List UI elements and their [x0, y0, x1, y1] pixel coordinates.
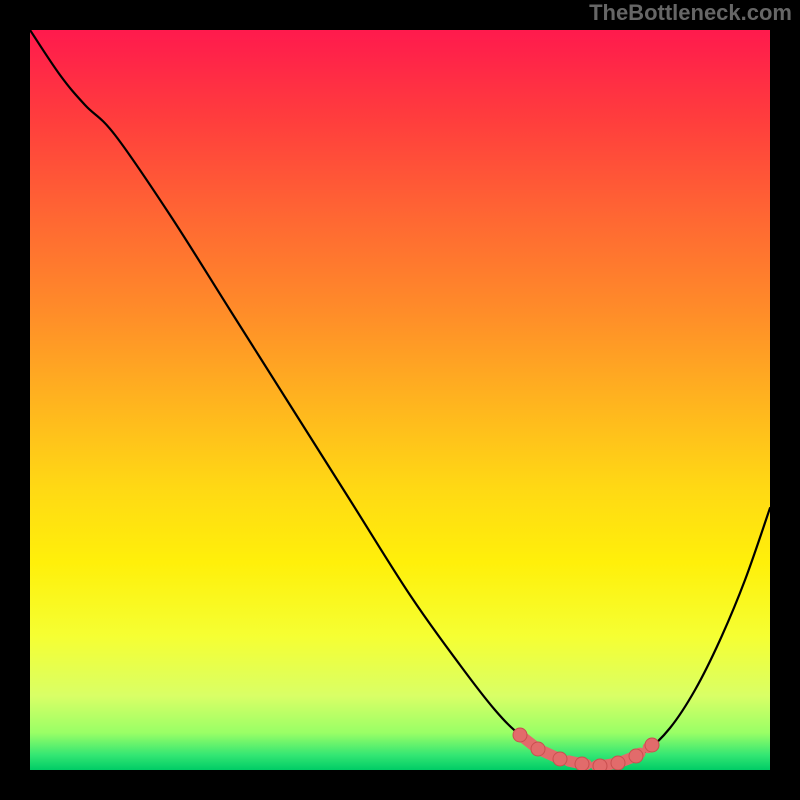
- bottleneck-chart: [0, 0, 800, 800]
- plot-background: [30, 30, 770, 770]
- valley-marker: [513, 728, 527, 742]
- valley-marker: [645, 738, 659, 752]
- watermark-text: TheBottleneck.com: [589, 0, 792, 26]
- chart-container: TheBottleneck.com: [0, 0, 800, 800]
- valley-marker: [553, 752, 567, 766]
- valley-marker: [611, 756, 625, 770]
- valley-marker: [593, 759, 607, 773]
- valley-marker: [575, 757, 589, 771]
- valley-marker: [531, 742, 545, 756]
- valley-marker: [629, 749, 643, 763]
